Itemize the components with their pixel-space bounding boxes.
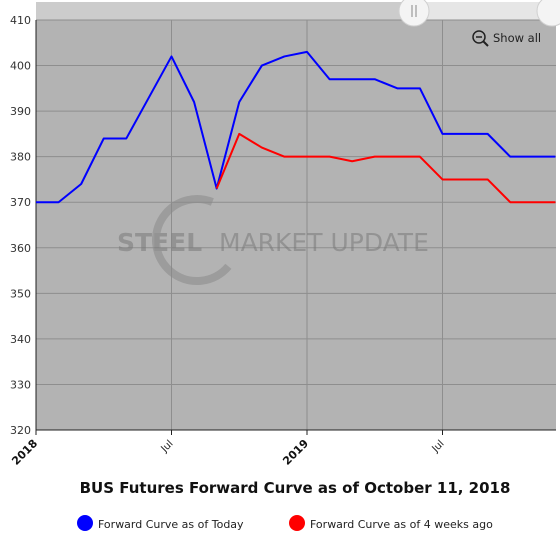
legend: Forward Curve as of Today Forward Curve a…	[77, 515, 493, 531]
x-tick-label: Jul	[159, 438, 176, 455]
series-line-2	[215, 132, 556, 204]
y-tick-label: 320	[10, 424, 31, 437]
legend-item-1[interactable]: Forward Curve as of Today	[77, 515, 244, 531]
y-tick-label: 400	[10, 60, 31, 73]
y-tick-label: 410	[10, 14, 31, 27]
watermark-text-light: MARKET UPDATE	[219, 228, 429, 257]
show-all-label: Show all	[493, 31, 541, 45]
x-tick-label: 2018	[9, 437, 40, 468]
range-handle[interactable]	[398, 0, 430, 27]
y-tick-label: 380	[10, 151, 31, 164]
legend-item-2[interactable]: Forward Curve as of 4 weeks ago	[289, 515, 493, 531]
zoom-out-icon	[472, 30, 489, 47]
y-tick-label: 360	[10, 242, 31, 255]
x-tick-label: 2019	[280, 437, 311, 468]
y-tick-label: 370	[10, 196, 31, 209]
y-tick-label: 340	[10, 333, 31, 346]
plot-area	[36, 20, 556, 430]
chart-title: BUS Futures Forward Curve as of October …	[80, 479, 511, 497]
range-handle-right[interactable]	[536, 0, 560, 27]
show-all-button[interactable]: Show all	[466, 28, 548, 48]
x-axis-ticks: 2018 Jul 2019 Jul	[9, 430, 447, 468]
y-tick-label: 350	[10, 287, 31, 300]
y-axis-ticks: 320 330 340 350 360 370 380 390 400 410	[10, 14, 31, 437]
watermark-text-bold: STEEL	[117, 228, 202, 257]
x-tick-label: Jul	[430, 438, 447, 455]
series-line-1	[36, 50, 556, 204]
y-tick-label: 390	[10, 105, 31, 118]
y-tick-label: 330	[10, 378, 31, 391]
legend-marker	[289, 515, 305, 531]
series-lines	[36, 50, 556, 204]
legend-marker	[77, 515, 93, 531]
range-navigator-selection[interactable]	[414, 2, 556, 20]
legend-label: Forward Curve as of 4 weeks ago	[310, 518, 493, 531]
legend-label: Forward Curve as of Today	[98, 518, 244, 531]
